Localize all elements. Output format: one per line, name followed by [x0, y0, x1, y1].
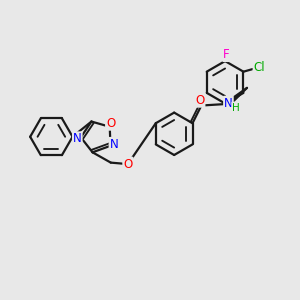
Text: O: O	[195, 94, 205, 107]
Text: N: N	[110, 138, 118, 151]
Text: Cl: Cl	[254, 61, 265, 74]
Text: O: O	[123, 158, 133, 171]
Text: H: H	[232, 103, 240, 112]
Text: N: N	[73, 132, 82, 145]
Text: O: O	[106, 117, 115, 130]
Text: F: F	[223, 48, 230, 61]
Text: N: N	[224, 97, 233, 110]
